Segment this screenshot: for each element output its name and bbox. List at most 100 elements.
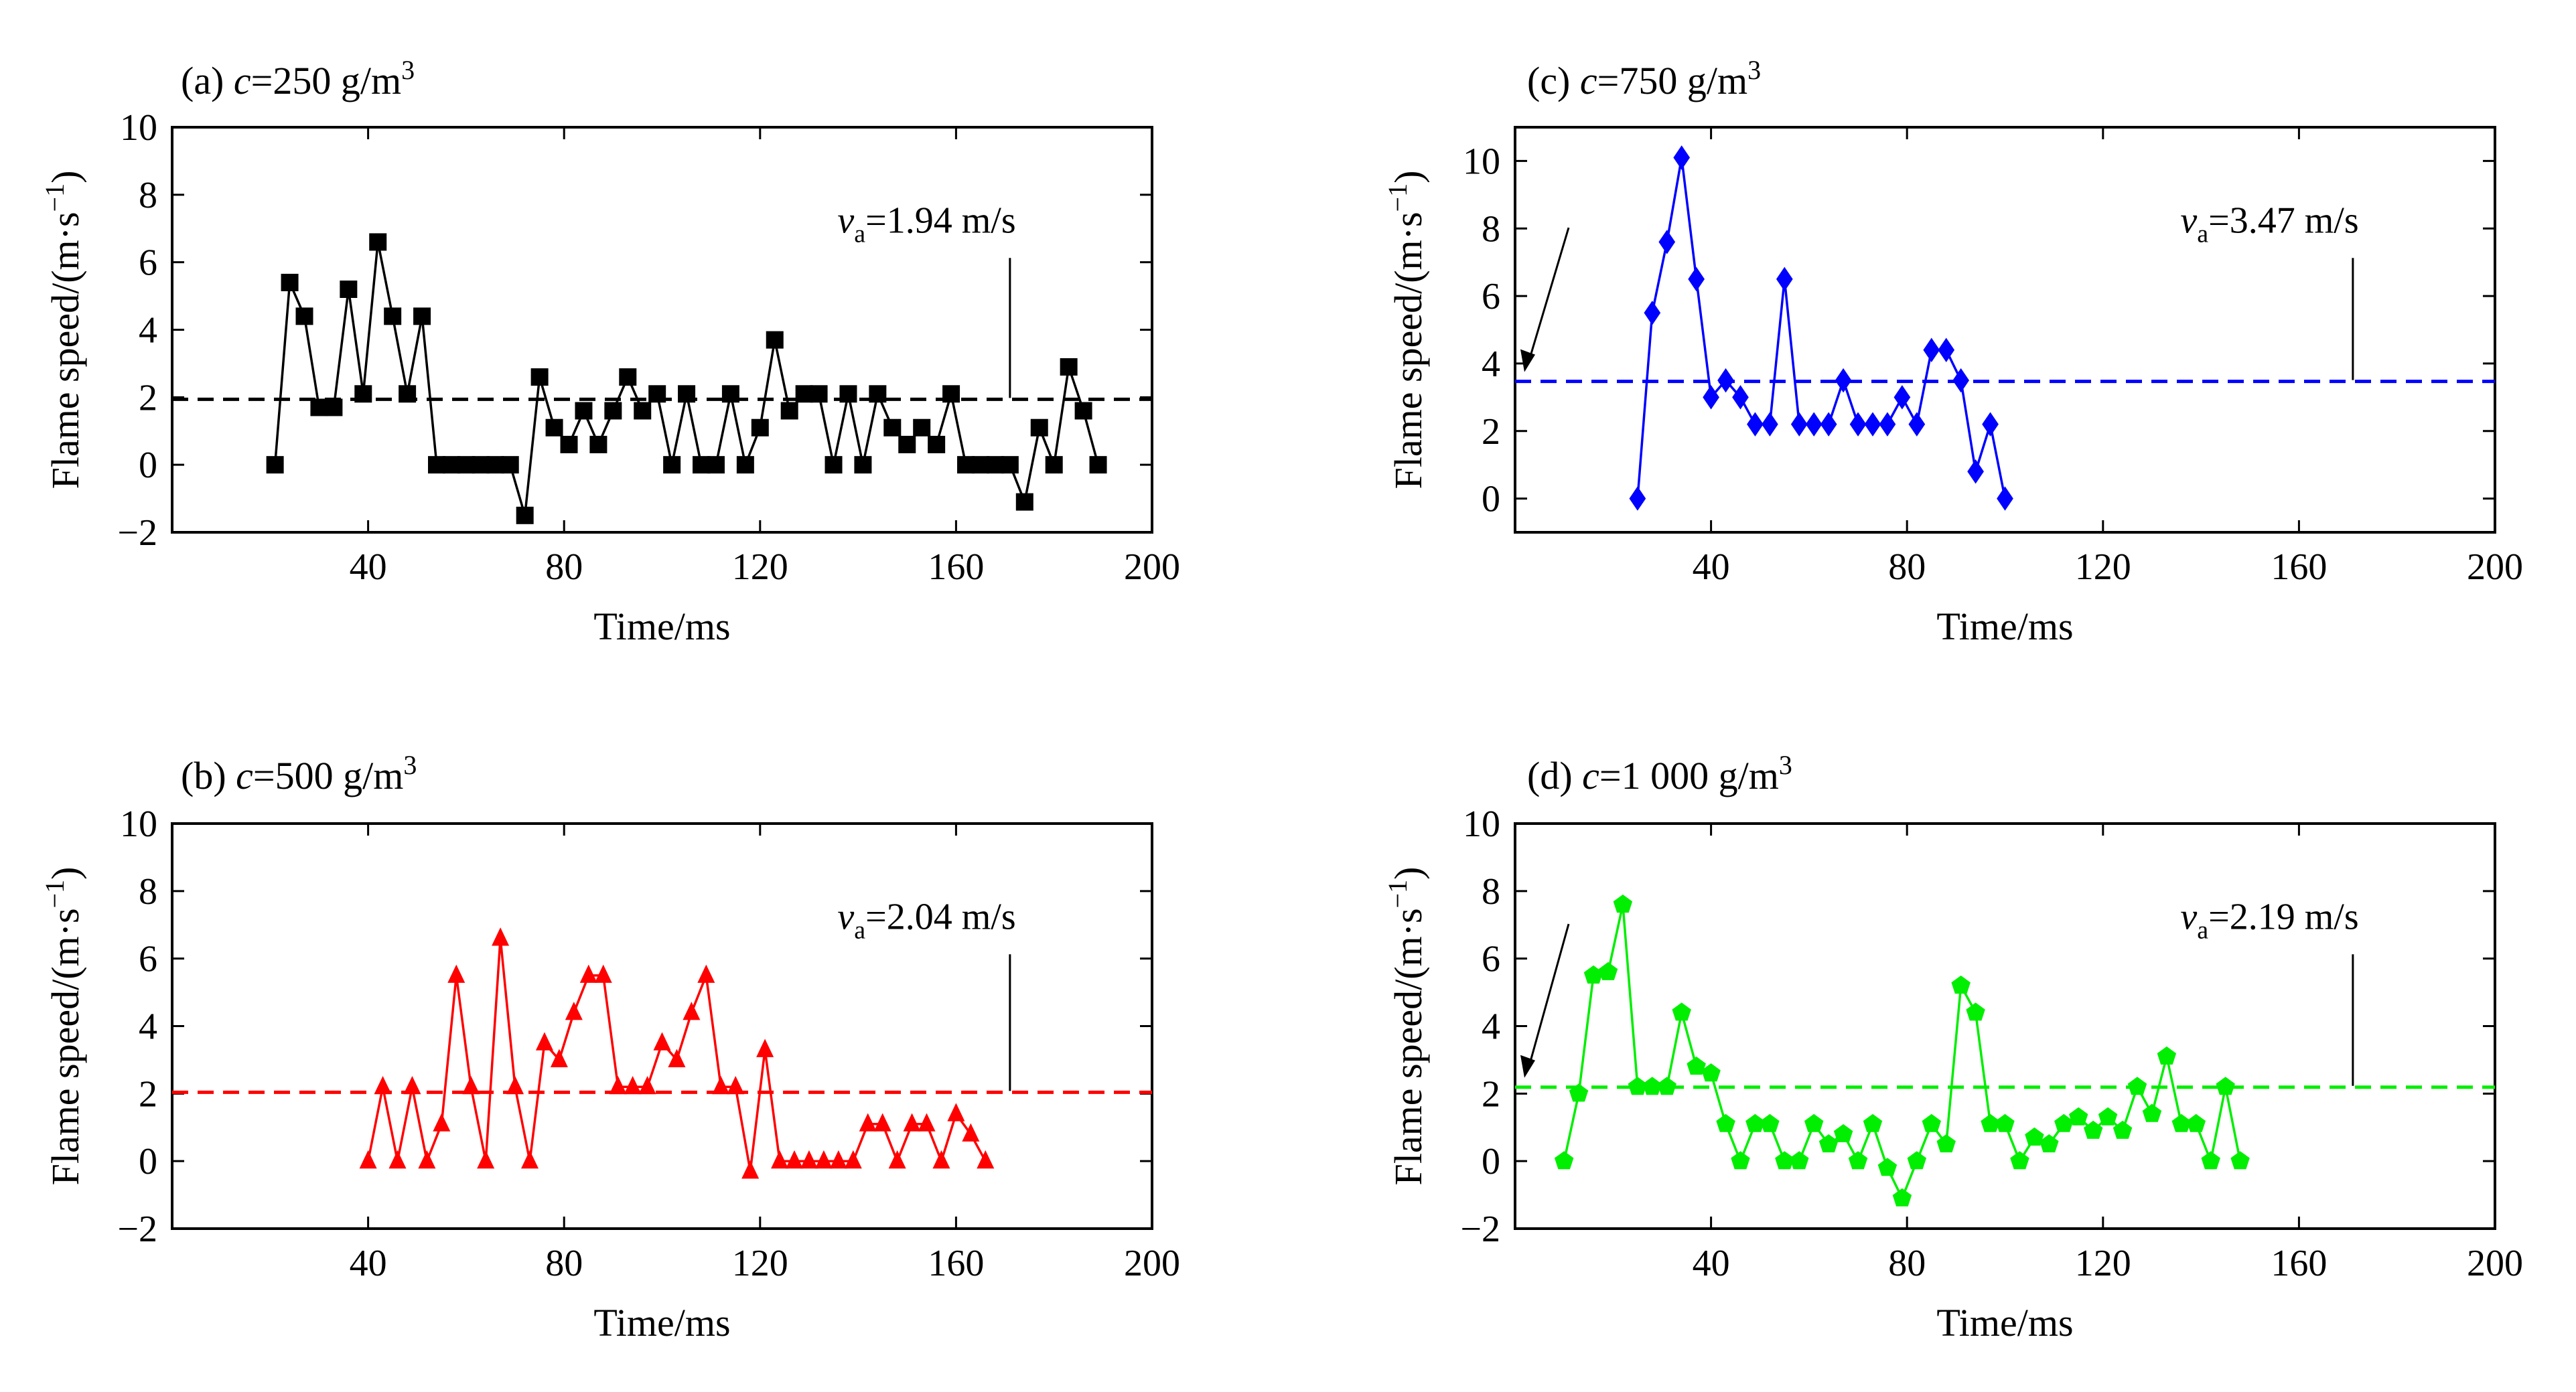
data-point [418,1150,436,1169]
data-point [844,1150,862,1169]
data-point [1848,1151,1868,1170]
x-tick-label: 120 [732,1243,788,1284]
data-point [2157,1046,2177,1065]
data-point [1716,1113,1735,1132]
data-point [663,456,681,474]
data-point [888,1150,906,1169]
data-point [839,385,857,403]
data-point [2230,1151,2250,1170]
panel-title: (b) c=500 g/m3 [181,750,417,797]
data-point [1952,368,1970,393]
data-point [501,456,519,474]
panel-b: 40 80 120 160 200 −2 0 2 4 6 8 10 Time/ms Flame speed… [40,750,1180,1344]
pointer-arrow [1527,227,1570,364]
y-tick-label: 0 [139,445,157,486]
arrow-head-icon [1520,349,1535,372]
data-point [2171,1113,2192,1132]
data-point [1997,486,2013,511]
data-point [359,1150,377,1169]
y-tick-label: 10 [1463,141,1500,182]
data-point [1951,976,1971,994]
data-point [486,456,504,474]
data-point [668,1049,686,1067]
arrow-head-icon [1520,1055,1535,1078]
data-point [986,456,1004,474]
data-point [388,1150,407,1169]
y-tick-label: 2 [1482,411,1500,453]
data-point [634,402,652,420]
data-point [697,964,715,983]
data-point [825,456,843,474]
data-point [751,418,769,437]
data-point [1629,486,1646,511]
data-point [2040,1134,2059,1153]
data-point [1732,385,1749,410]
data-point [589,435,607,453]
data-point [2113,1120,2133,1139]
data-point [442,456,460,474]
x-tick-label: 120 [732,546,788,588]
data-point [545,418,563,437]
data-point [295,307,313,325]
data-point [1833,1124,1853,1142]
y-axis-label: Flame speed/(m·s−1) [1382,171,1430,489]
y-tick-label: 0 [1482,479,1500,520]
x-tick-label: 200 [1124,546,1180,588]
data-point [1644,301,1661,325]
data-point [1688,266,1705,292]
data-point [766,331,784,349]
plot-frame [1514,126,2496,534]
y-axis-label: Flame speed/(m·s−1) [40,867,87,1186]
data-point [1790,1151,1809,1170]
y-tick-label: 4 [139,310,157,352]
y-tick-label: −2 [117,512,157,554]
pointer-arrow [1527,923,1570,1069]
x-tick-label: 40 [350,1243,387,1284]
data-point [2054,1113,2074,1132]
data-point [756,1038,774,1057]
data-point [281,273,299,291]
data-point [310,398,328,416]
data-point [1060,358,1078,376]
x-tick-label: 160 [928,1243,984,1284]
y-tick-label: 8 [1482,208,1500,250]
y-tick-label: 4 [1482,1006,1500,1048]
data-point [619,368,637,386]
y-tick-label: 10 [120,803,157,845]
data-point [829,1150,847,1169]
data-point [918,1113,936,1132]
x-tick-label: 200 [2467,1243,2523,1284]
y-tick-label: 0 [139,1141,157,1182]
data-point [457,456,475,474]
data-point [932,1150,950,1169]
data-point [1982,412,1999,437]
data-point [1745,1113,1765,1132]
data-point [1583,965,1603,984]
data-point [1703,385,1719,410]
data-point [506,1076,524,1095]
data-point [1879,412,1896,437]
data-point [2025,1127,2044,1146]
data-point [369,233,387,251]
data-point [2216,1077,2235,1095]
data-point [433,1113,451,1132]
data-point [859,1113,877,1132]
data-point [1892,1188,1912,1207]
data-point [957,456,975,474]
data-point [1554,1151,1574,1170]
x-axis-label: Time/ms [1936,1301,2073,1344]
data-point [1908,412,1926,437]
data-point [374,1076,392,1095]
data-point [492,927,510,946]
data-point [683,1002,701,1020]
data-point [780,402,798,420]
data-point [810,385,828,403]
y-tick-label: −2 [117,1209,157,1250]
data-point [653,1032,671,1051]
data-point [1923,337,1940,362]
data-point [1672,1002,1691,1021]
x-axis-label: Time/ms [593,605,730,648]
data-point [1820,412,1837,437]
x-tick-label: 40 [1693,546,1730,588]
